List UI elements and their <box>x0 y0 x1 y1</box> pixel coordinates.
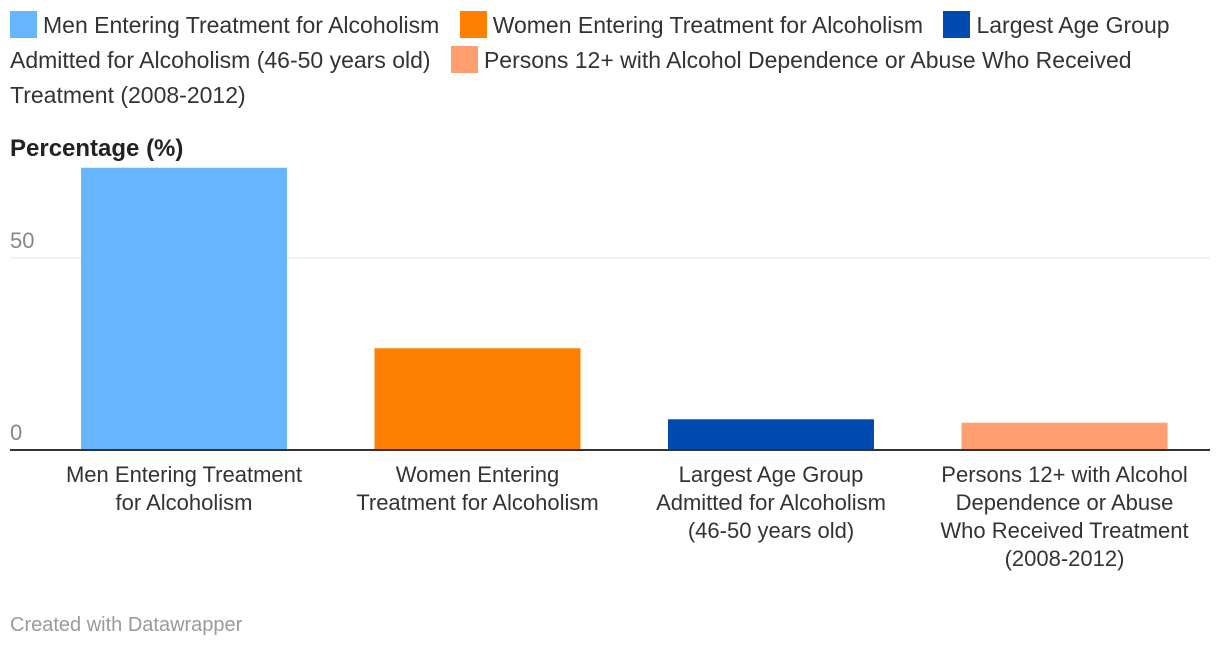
legend-label: Women Entering Treatment for Alcoholism <box>492 12 924 38</box>
credit-text: Created with Datawrapper <box>10 614 243 636</box>
legend-swatch <box>10 11 37 38</box>
y-tick-label: 0 <box>10 420 22 445</box>
y-tick-label: 50 <box>10 228 34 253</box>
bar <box>668 419 874 450</box>
legend-label: Largest Age Group Admitted for Alcoholis… <box>10 12 1170 73</box>
x-tick-label: Persons 12+ with Alcohol Dependence or Ab… <box>940 462 1188 571</box>
x-tick-label: Largest Age Group Admitted for Alcoholism… <box>656 462 886 543</box>
chart-legend: Men Entering Treatment for Alcoholism Wo… <box>10 8 1200 113</box>
legend-label: Men Entering Treatment for Alcoholism <box>43 12 440 38</box>
x-tick-label: Women Entering Treatment for Alcoholism <box>356 462 599 515</box>
bar <box>81 167 287 450</box>
bar <box>374 348 581 450</box>
legend-item: Largest Age Group Admitted for Alcoholis… <box>10 11 1170 73</box>
legend-item: Women Entering Treatment for Alcoholism <box>459 11 924 38</box>
bar <box>961 422 1168 450</box>
legend-swatch <box>943 11 971 38</box>
legend-item: Men Entering Treatment for Alcoholism <box>10 11 440 38</box>
x-tick-label: Men Entering Treatment for Alcoholism <box>66 462 302 515</box>
legend-swatch <box>450 46 478 73</box>
legend-swatch <box>459 11 487 38</box>
y-axis-title: Percentage (%) <box>10 135 184 162</box>
legend-label: Persons 12+ with Alcohol Dependence or A… <box>10 47 1132 108</box>
legend-item: Persons 12+ with Alcohol Dependence or A… <box>10 46 1132 108</box>
